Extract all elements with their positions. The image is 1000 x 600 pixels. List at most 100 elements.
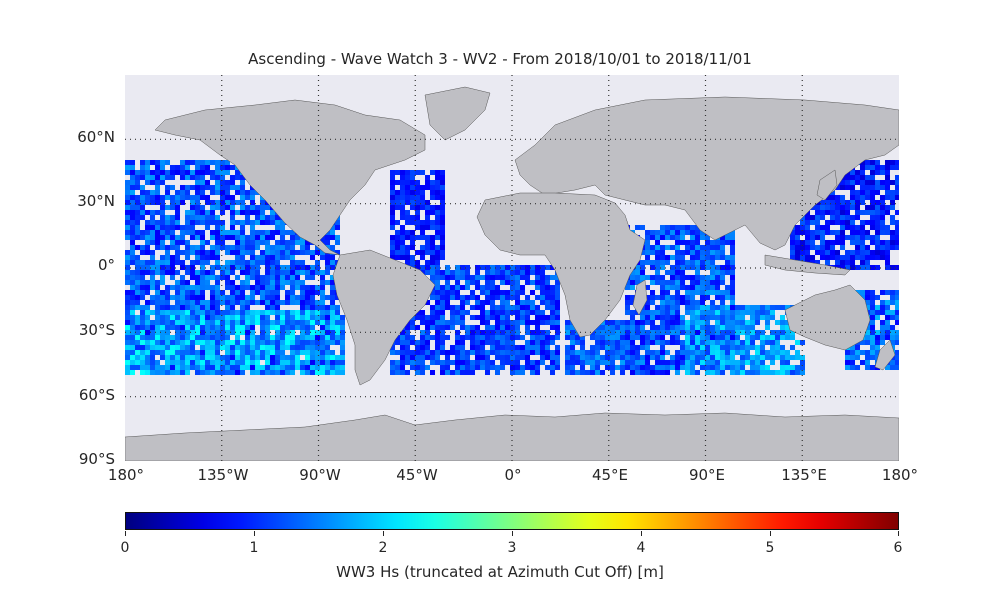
swath-cell xyxy=(550,305,555,310)
swath-cell xyxy=(410,360,415,365)
swath-cell xyxy=(130,280,135,285)
swath-cell xyxy=(880,310,885,315)
swath-cell xyxy=(565,320,570,325)
swath-cell xyxy=(850,175,855,180)
swath-cell xyxy=(890,295,895,300)
swath-cell xyxy=(810,260,815,265)
swath-cell xyxy=(400,215,405,220)
swath-cell xyxy=(310,315,315,320)
swath-cell xyxy=(305,270,310,275)
swath-cell xyxy=(230,230,235,235)
swath-cell xyxy=(190,160,195,165)
swath-cell xyxy=(710,260,715,265)
swath-cell xyxy=(185,220,190,225)
swath-cell xyxy=(765,370,770,375)
swath-cell xyxy=(450,290,455,295)
swath-cell xyxy=(135,215,140,220)
swath-cell xyxy=(755,310,760,315)
swath-cell xyxy=(740,365,745,370)
swath-cell xyxy=(705,260,710,265)
swath-cell xyxy=(720,250,725,255)
swath-cell xyxy=(725,330,730,335)
swath-cell xyxy=(710,365,715,370)
swath-cell xyxy=(230,310,235,315)
swath-cell xyxy=(510,365,515,370)
swath-cell xyxy=(145,160,150,165)
swath-cell xyxy=(475,275,480,280)
swath-cell xyxy=(260,315,265,320)
swath-cell xyxy=(830,190,835,195)
swath-cell xyxy=(555,360,560,365)
swath-cell xyxy=(245,195,250,200)
swath-cell xyxy=(250,210,255,215)
swath-cell xyxy=(795,255,800,260)
swath-cell xyxy=(270,355,275,360)
swath-cell xyxy=(130,295,135,300)
swath-cell xyxy=(485,295,490,300)
swath-cell xyxy=(200,270,205,275)
swath-cell xyxy=(400,175,405,180)
swath-cell xyxy=(890,230,895,235)
swath-cell xyxy=(335,305,340,310)
swath-cell xyxy=(405,235,410,240)
swath-cell xyxy=(160,370,165,375)
swath-cell xyxy=(865,290,870,295)
swath-cell xyxy=(780,355,785,360)
swath-cell xyxy=(425,215,430,220)
swath-cell xyxy=(570,335,575,340)
swath-cell xyxy=(460,300,465,305)
swath-cell xyxy=(545,315,550,320)
swath-cell xyxy=(280,245,285,250)
swath-cell xyxy=(625,355,630,360)
swath-cell xyxy=(340,360,345,365)
swath-cell xyxy=(755,315,760,320)
swath-cell xyxy=(800,240,805,245)
swath-cell xyxy=(780,350,785,355)
swath-cell xyxy=(200,280,205,285)
swath-cell xyxy=(710,345,715,350)
swath-cell xyxy=(475,285,480,290)
swath-cell xyxy=(405,170,410,175)
swath-cell xyxy=(525,345,530,350)
swath-cell xyxy=(310,310,315,315)
swath-cell xyxy=(410,230,415,235)
swath-cell xyxy=(440,350,445,355)
swath-cell xyxy=(170,345,175,350)
swath-cell xyxy=(485,270,490,275)
swath-cell xyxy=(140,195,145,200)
swath-cell xyxy=(675,300,680,305)
colorbar-tick xyxy=(898,531,899,536)
swath-cell xyxy=(660,315,665,320)
swath-cell xyxy=(725,320,730,325)
swath-cell xyxy=(285,310,290,315)
swath-cell xyxy=(545,300,550,305)
swath-cell xyxy=(685,245,690,250)
swath-cell xyxy=(475,360,480,365)
swath-cell xyxy=(625,285,630,290)
swath-cell xyxy=(275,335,280,340)
swath-cell xyxy=(390,190,395,195)
swath-cell xyxy=(195,190,200,195)
swath-cell xyxy=(205,350,210,355)
swath-cell xyxy=(705,315,710,320)
swath-cell xyxy=(555,300,560,305)
swath-cell xyxy=(295,235,300,240)
swath-cell xyxy=(595,350,600,355)
swath-cell xyxy=(895,320,899,325)
swath-cell xyxy=(390,185,395,190)
swath-cell xyxy=(205,300,210,305)
swath-cell xyxy=(460,360,465,365)
swath-cell xyxy=(145,365,150,370)
swath-cell xyxy=(435,205,440,210)
swath-cell xyxy=(880,200,885,205)
swath-cell xyxy=(410,320,415,325)
swath-cell xyxy=(415,340,420,345)
swath-cell xyxy=(595,335,600,340)
swath-cell xyxy=(720,360,725,365)
swath-cell xyxy=(505,355,510,360)
swath-cell xyxy=(170,195,175,200)
swath-cell xyxy=(425,330,430,335)
swath-cell xyxy=(875,310,880,315)
swath-cell xyxy=(675,265,680,270)
swath-cell xyxy=(620,350,625,355)
